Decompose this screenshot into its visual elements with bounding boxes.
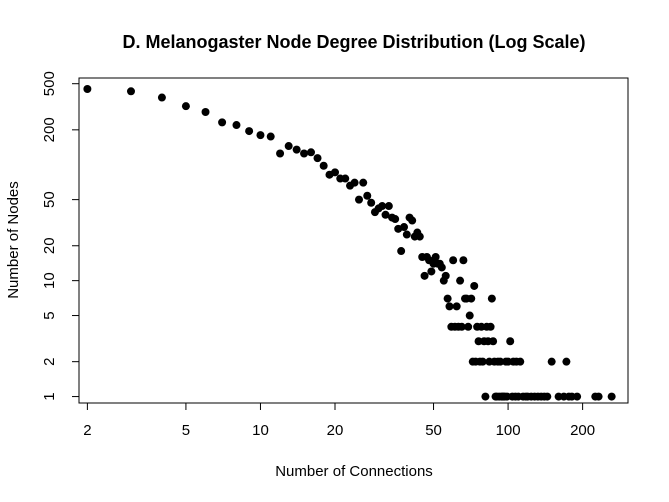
- data-point: [437, 263, 446, 272]
- y-tick-label: 10: [41, 272, 58, 289]
- y-axis: 1 2 5 10 20 50 200 500: [41, 71, 80, 401]
- data-point: [470, 281, 479, 290]
- x-tick-label: 5: [182, 422, 190, 439]
- data-point: [452, 302, 461, 311]
- x-tick-label: 20: [327, 422, 344, 439]
- data-point: [467, 294, 476, 303]
- y-tick-label: 2: [41, 357, 58, 365]
- data-point: [354, 195, 363, 204]
- data-point: [350, 178, 359, 187]
- y-axis-label: Number of Nodes: [5, 181, 22, 299]
- data-point: [594, 392, 603, 401]
- data-point: [402, 230, 411, 239]
- data-point: [218, 118, 227, 127]
- x-tick-label: 50: [425, 422, 442, 439]
- data-point: [478, 357, 487, 366]
- data-point: [307, 148, 316, 157]
- data-point: [391, 215, 400, 224]
- data-point: [232, 121, 241, 130]
- data-point: [441, 271, 450, 280]
- data-point: [384, 202, 393, 211]
- data-point: [319, 161, 328, 170]
- data-point: [465, 311, 474, 320]
- data-point: [459, 256, 468, 265]
- data-point: [607, 392, 616, 401]
- data-point: [474, 337, 483, 346]
- x-tick-label: 200: [570, 422, 595, 439]
- data-point: [443, 294, 452, 303]
- y-tick-label: 5: [41, 311, 58, 319]
- data-point: [456, 276, 465, 285]
- data-point: [313, 154, 322, 163]
- x-axis: 2 5 10 20 50 100 200: [83, 402, 595, 439]
- data-point: [397, 247, 406, 256]
- data-point: [516, 357, 525, 366]
- data-point: [341, 174, 350, 183]
- x-tick-label: 2: [83, 422, 91, 439]
- data-point: [378, 202, 387, 211]
- chart-title: D. Melanogaster Node Degree Distribution…: [122, 32, 585, 52]
- data-point: [367, 198, 376, 207]
- data-point: [506, 337, 515, 346]
- data-point: [245, 127, 254, 136]
- x-axis-label: Number of Connections: [275, 463, 433, 480]
- data-point: [266, 132, 275, 141]
- data-point: [126, 87, 135, 96]
- data-point: [276, 149, 285, 158]
- data-point: [547, 357, 556, 366]
- data-point: [359, 178, 368, 187]
- y-tick-label: 200: [41, 117, 58, 142]
- y-tick-label: 20: [41, 237, 58, 254]
- data-point: [487, 294, 496, 303]
- data-point: [201, 108, 210, 117]
- x-tick-label: 10: [252, 422, 269, 439]
- data-points: [83, 85, 616, 401]
- data-point: [181, 102, 190, 111]
- data-point: [464, 322, 473, 331]
- data-point: [83, 85, 92, 94]
- data-point: [331, 168, 340, 177]
- data-point: [256, 131, 265, 140]
- data-point: [489, 337, 498, 346]
- plot-frame: [78, 77, 629, 404]
- data-point: [408, 216, 417, 225]
- data-point: [496, 357, 505, 366]
- y-tick-label: 1: [41, 392, 58, 400]
- data-point: [300, 149, 309, 158]
- y-tick-label: 50: [41, 191, 58, 208]
- data-point: [445, 302, 454, 311]
- data-point: [543, 392, 552, 401]
- x-tick-label: 100: [496, 422, 521, 439]
- data-point: [420, 271, 429, 280]
- data-point: [292, 145, 301, 154]
- data-point: [457, 322, 466, 331]
- data-point: [363, 191, 372, 200]
- data-point: [573, 392, 582, 401]
- data-point: [157, 93, 166, 102]
- data-point: [481, 392, 490, 401]
- data-point: [427, 267, 436, 276]
- data-point: [562, 357, 571, 366]
- data-point: [415, 232, 424, 241]
- data-point: [431, 252, 440, 261]
- data-point: [486, 322, 495, 331]
- data-point: [381, 210, 390, 219]
- data-point: [284, 142, 293, 151]
- data-point: [400, 223, 409, 232]
- data-point: [449, 256, 458, 265]
- y-tick-label: 500: [41, 71, 58, 96]
